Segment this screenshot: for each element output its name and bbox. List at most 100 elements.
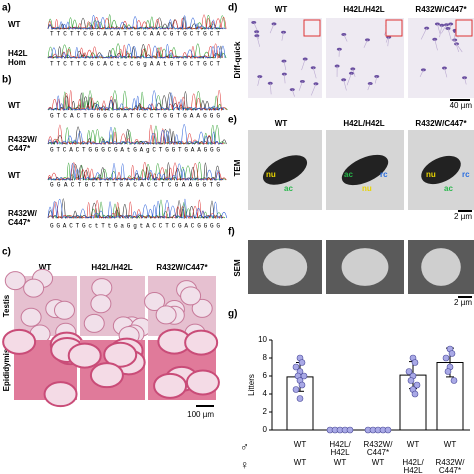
- sperm-tail: [387, 37, 389, 47]
- chromatogram-trace: [47, 43, 223, 60]
- tubule: [90, 294, 112, 314]
- sperm-tail: [301, 58, 306, 71]
- sperm-tail: [284, 74, 286, 84]
- sequence: GGACTGctTtGaGgtACCTCGACGGGG: [50, 223, 220, 230]
- data-point: [442, 354, 450, 362]
- tubule: [43, 381, 78, 408]
- data-point: [450, 377, 458, 384]
- tubule: [4, 271, 26, 291]
- tubule: [53, 300, 75, 320]
- chromatogram-trace: [47, 15, 226, 31]
- sequence: TTCTTCGCACATCGCAACGTGCTGCT: [50, 31, 220, 38]
- data-point: [300, 372, 308, 380]
- sperm-tail: [269, 83, 272, 95]
- panel-label: d): [228, 3, 237, 14]
- sperm-tail: [343, 79, 347, 91]
- sperm-tail: [291, 89, 295, 97]
- sperm-head: [254, 30, 260, 34]
- chromatogram-trace: [47, 162, 227, 182]
- x-tick-label: H42L/: [329, 440, 351, 449]
- tubule: [23, 278, 45, 298]
- sperm-tail: [283, 61, 287, 71]
- sperm-tail: [343, 34, 348, 42]
- tubule: [67, 342, 102, 369]
- chromatogram-trace: [47, 124, 223, 146]
- sperm-tail: [439, 25, 443, 38]
- sperm-tail: [367, 83, 371, 91]
- y-axis-label: Litters: [247, 374, 256, 396]
- male-symbol: ♂: [240, 440, 249, 454]
- chromatogram-trace: [47, 162, 224, 182]
- data-point: [411, 359, 419, 366]
- tubule: [185, 369, 220, 396]
- genotype-label: Hom: [8, 58, 26, 67]
- genotype-label: R432W/: [8, 135, 38, 144]
- chromatogram-trace: [47, 126, 227, 146]
- data-point: [448, 350, 456, 357]
- annotation: nu: [426, 170, 436, 179]
- annotation: rc: [462, 170, 470, 179]
- row-label: Testis: [2, 294, 11, 317]
- data-point: [444, 368, 452, 375]
- data-point: [405, 368, 413, 375]
- sperm-surface: [341, 248, 389, 286]
- tubule: [83, 313, 105, 333]
- sequence: TTCTTCGCACtcCGgAAtGTGCTGCT: [50, 61, 220, 68]
- tubule: [20, 307, 42, 327]
- sequence: GTCACTGGGCGAtGAgCTGGTGAAGGG: [50, 147, 220, 154]
- sperm-section: [421, 155, 461, 185]
- data-point: [298, 359, 306, 366]
- chromatogram-trace: [47, 43, 226, 60]
- tubule: [103, 341, 138, 368]
- annotation: nu: [362, 184, 372, 193]
- sperm-tail: [346, 73, 352, 86]
- x-tick-label: H42L: [330, 448, 350, 457]
- sperm-tail: [281, 32, 284, 41]
- x-tick-label: WT: [444, 440, 457, 449]
- y-tick-label: 6: [263, 371, 268, 380]
- sequence: GGACTGCTTTGACACCTCGAAGGTG: [50, 182, 220, 189]
- scale-label: 2 µm: [454, 298, 472, 307]
- sperm-surface: [421, 248, 461, 286]
- column-header: R432W/C447*: [415, 119, 467, 128]
- annotation: nu: [266, 170, 276, 179]
- x-tick-label: R432W/: [436, 458, 466, 467]
- panel-label: c): [2, 247, 11, 258]
- sperm-tail: [434, 39, 438, 51]
- column-header: WT: [275, 5, 288, 14]
- column-header: H42L/H42L: [91, 263, 132, 272]
- genotype-label: WT: [8, 101, 21, 110]
- tubule: [89, 362, 124, 389]
- column-header: WT: [39, 263, 52, 272]
- panel-label: e): [228, 115, 237, 126]
- panel-label: a): [2, 3, 11, 14]
- column-header: WT: [275, 119, 288, 128]
- sperm-tail: [456, 43, 463, 53]
- tubule: [184, 329, 219, 356]
- y-tick-label: 4: [263, 389, 268, 398]
- scale-label: 100 µm: [187, 410, 214, 419]
- sperm-tail: [352, 68, 356, 77]
- scale-label: 2 µm: [454, 212, 472, 221]
- x-tick-label: C447*: [439, 466, 461, 474]
- tubule: [91, 278, 113, 298]
- sperm-tail: [363, 39, 368, 48]
- chromatogram-trace: [47, 124, 225, 146]
- method-label: TEM: [233, 159, 242, 176]
- tubule: [180, 286, 202, 306]
- column-header: R432W/C447*: [415, 5, 467, 14]
- sperm-tail: [312, 67, 317, 79]
- y-tick-label: 10: [258, 335, 267, 344]
- panel-label: b): [2, 75, 11, 86]
- data-point: [346, 426, 354, 434]
- genotype-label: C447*: [8, 218, 31, 227]
- sperm-section: [341, 154, 389, 186]
- x-tick-label: WT: [334, 458, 347, 467]
- sperm-tail: [447, 28, 452, 41]
- chromatogram-trace: [47, 91, 224, 112]
- annotation: rc: [380, 170, 388, 179]
- inset: [303, 19, 321, 37]
- method-label: Diff-quick: [233, 41, 242, 78]
- sperm-tail: [437, 23, 441, 34]
- female-symbol: ♀: [240, 458, 249, 472]
